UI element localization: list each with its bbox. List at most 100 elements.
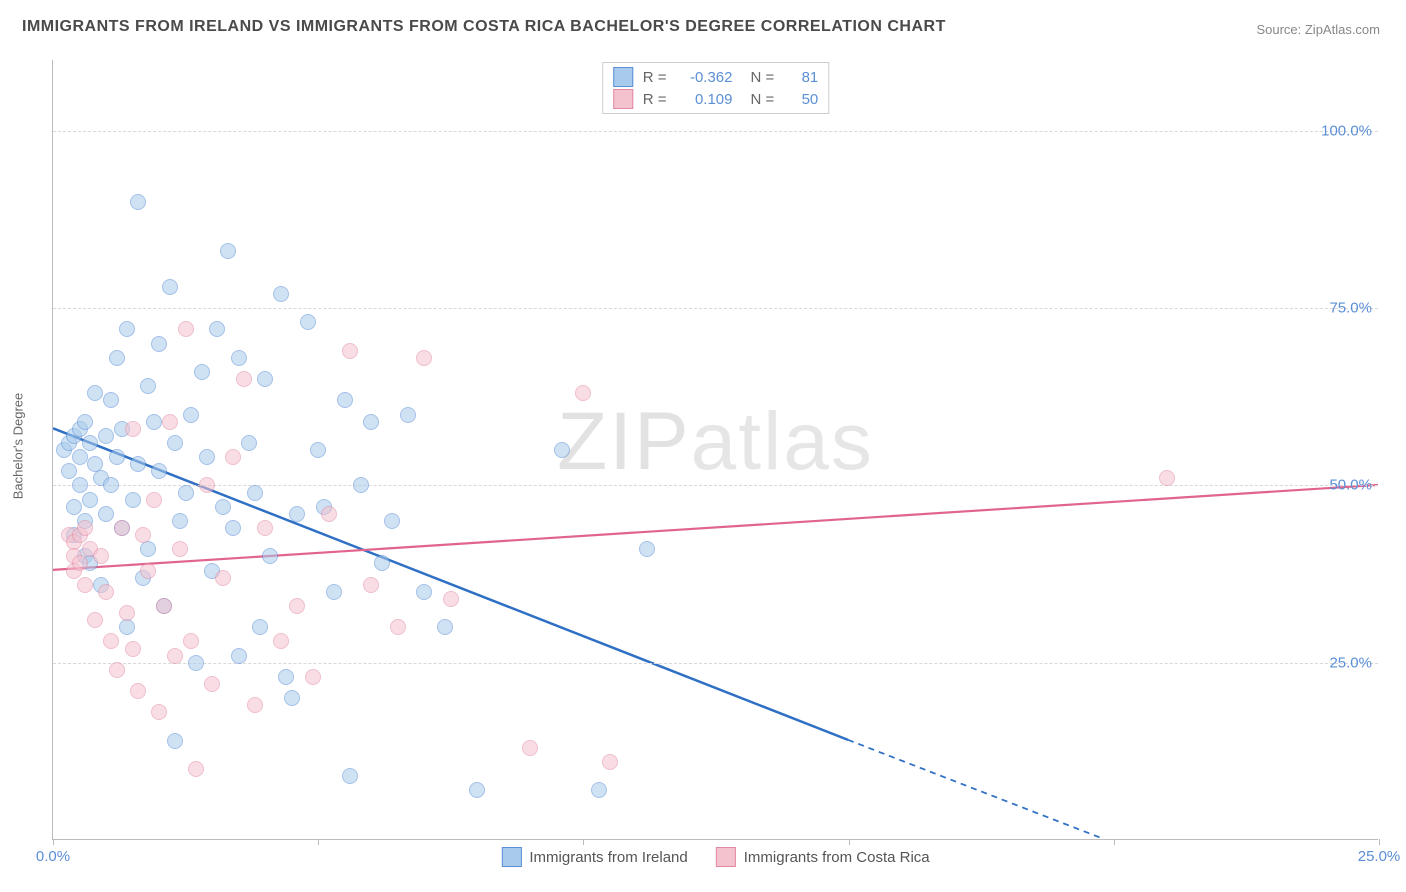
- r-value: 0.109: [677, 91, 733, 108]
- data-point-series0: [119, 619, 135, 635]
- source-attribution: Source: ZipAtlas.com: [1256, 22, 1380, 37]
- data-point-series0: [374, 555, 390, 571]
- data-point-series0: [353, 477, 369, 493]
- r-value: -0.362: [677, 69, 733, 86]
- data-point-series1: [247, 697, 263, 713]
- legend-label: Immigrants from Ireland: [529, 849, 687, 866]
- data-point-series1: [602, 754, 618, 770]
- data-point-series0: [241, 435, 257, 451]
- data-point-series1: [183, 633, 199, 649]
- data-point-series0: [262, 548, 278, 564]
- r-label: R =: [643, 69, 667, 86]
- x-tick: [318, 839, 319, 845]
- legend-item: Immigrants from Costa Rica: [716, 847, 930, 867]
- data-point-series0: [215, 499, 231, 515]
- scatter-plot-area: ZIPatlas R =-0.362N =81R =0.109N =50 Imm…: [52, 60, 1378, 840]
- data-point-series1: [522, 740, 538, 756]
- data-point-series0: [125, 492, 141, 508]
- data-point-series0: [130, 194, 146, 210]
- x-tick: [849, 839, 850, 845]
- data-point-series1: [305, 669, 321, 685]
- data-point-series0: [326, 584, 342, 600]
- legend-swatch: [716, 847, 736, 867]
- data-point-series0: [247, 485, 263, 501]
- data-point-series1: [72, 555, 88, 571]
- legend-swatch: [613, 89, 633, 109]
- data-point-series0: [278, 669, 294, 685]
- data-point-series0: [140, 541, 156, 557]
- n-value: 81: [784, 69, 818, 86]
- data-point-series0: [109, 350, 125, 366]
- gridline-h: [53, 663, 1378, 664]
- data-point-series0: [400, 407, 416, 423]
- data-point-series0: [119, 321, 135, 337]
- data-point-series1: [1159, 470, 1175, 486]
- trend-line-extension: [848, 740, 1104, 839]
- y-tick-label: 75.0%: [1329, 300, 1372, 317]
- data-point-series0: [82, 435, 98, 451]
- legend-stats-row: R =0.109N =50: [613, 89, 819, 109]
- data-point-series1: [416, 350, 432, 366]
- data-point-series0: [231, 350, 247, 366]
- data-point-series1: [130, 683, 146, 699]
- data-point-series0: [273, 286, 289, 302]
- data-point-series0: [300, 314, 316, 330]
- legend-item: Immigrants from Ireland: [501, 847, 687, 867]
- source-link[interactable]: ZipAtlas.com: [1305, 22, 1380, 37]
- y-axis-title: Bachelor's Degree: [11, 393, 26, 500]
- data-point-series0: [151, 336, 167, 352]
- trend-line: [53, 428, 848, 740]
- data-point-series1: [188, 761, 204, 777]
- data-point-series1: [125, 421, 141, 437]
- data-point-series0: [225, 520, 241, 536]
- data-point-series0: [337, 392, 353, 408]
- data-point-series1: [119, 605, 135, 621]
- data-point-series1: [77, 577, 93, 593]
- data-point-series1: [77, 520, 93, 536]
- data-point-series0: [416, 584, 432, 600]
- y-tick-label: 25.0%: [1329, 654, 1372, 671]
- data-point-series0: [130, 456, 146, 472]
- gridline-h: [53, 308, 1378, 309]
- data-point-series0: [77, 414, 93, 430]
- data-point-series0: [72, 477, 88, 493]
- source-prefix: Source:: [1256, 22, 1304, 37]
- x-tick-label: 0.0%: [36, 848, 70, 865]
- data-point-series1: [109, 662, 125, 678]
- data-point-series1: [103, 633, 119, 649]
- r-label: R =: [643, 91, 667, 108]
- data-point-series0: [172, 513, 188, 529]
- y-tick-label: 100.0%: [1321, 122, 1372, 139]
- data-point-series0: [639, 541, 655, 557]
- data-point-series0: [384, 513, 400, 529]
- data-point-series0: [66, 499, 82, 515]
- data-point-series0: [167, 435, 183, 451]
- data-point-series1: [156, 598, 172, 614]
- data-point-series0: [591, 782, 607, 798]
- data-point-series1: [273, 633, 289, 649]
- data-point-series0: [103, 477, 119, 493]
- data-point-series0: [72, 449, 88, 465]
- data-point-series0: [61, 463, 77, 479]
- data-point-series0: [469, 782, 485, 798]
- data-point-series0: [178, 485, 194, 501]
- data-point-series1: [363, 577, 379, 593]
- x-tick: [583, 839, 584, 845]
- data-point-series1: [225, 449, 241, 465]
- legend-swatch: [501, 847, 521, 867]
- data-point-series0: [82, 492, 98, 508]
- data-point-series0: [183, 407, 199, 423]
- data-point-series0: [199, 449, 215, 465]
- data-point-series0: [140, 378, 156, 394]
- data-point-series0: [109, 449, 125, 465]
- legend-series: Immigrants from Ireland Immigrants from C…: [501, 847, 929, 867]
- data-point-series0: [188, 655, 204, 671]
- data-point-series0: [284, 690, 300, 706]
- legend-swatch: [613, 67, 633, 87]
- data-point-series1: [172, 541, 188, 557]
- legend-stats-row: R =-0.362N =81: [613, 67, 819, 87]
- x-tick: [1379, 839, 1380, 845]
- data-point-series1: [125, 641, 141, 657]
- data-point-series1: [204, 676, 220, 692]
- data-point-series0: [554, 442, 570, 458]
